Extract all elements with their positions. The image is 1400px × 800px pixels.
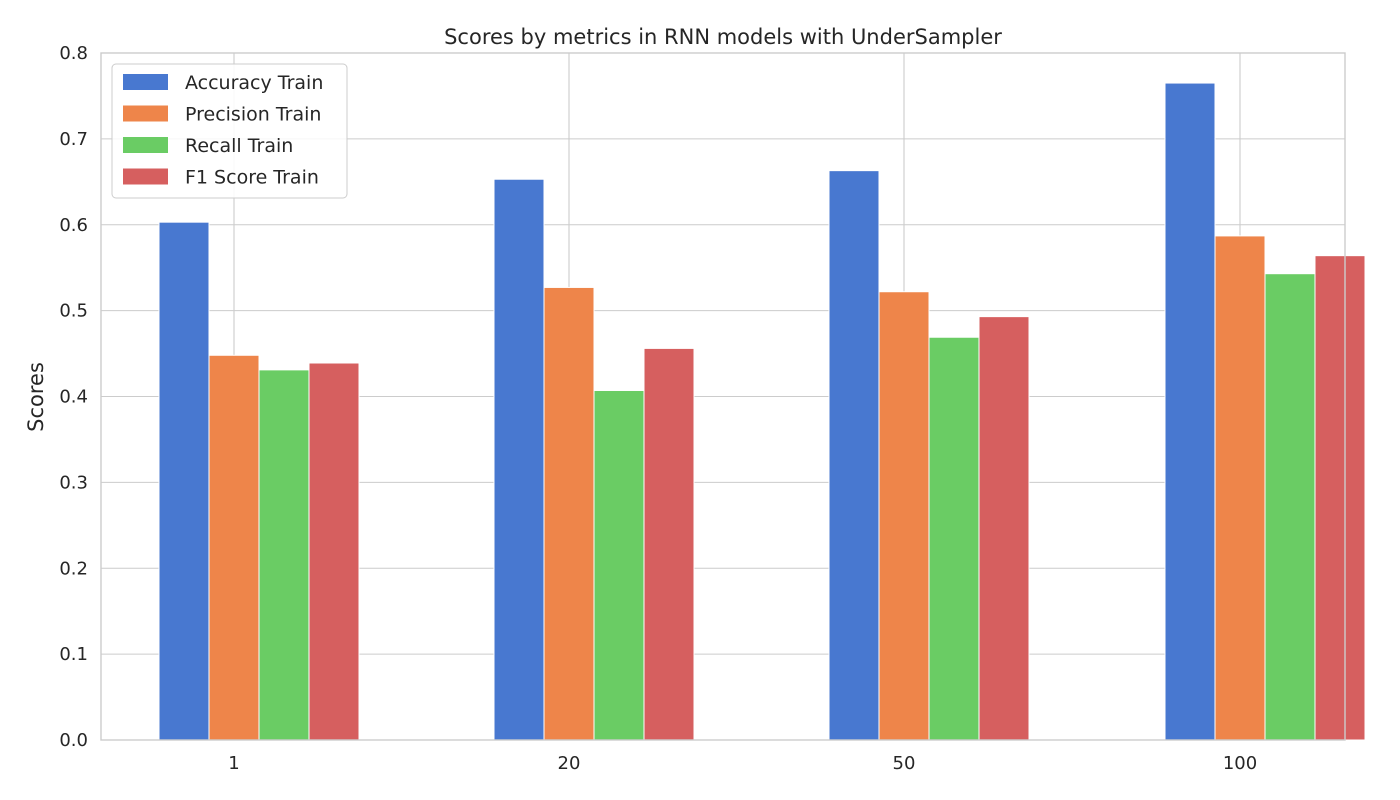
bar-recall-train-100	[1264, 273, 1316, 741]
bar-precision-train-100	[1214, 235, 1266, 741]
y-tick-label: 0.5	[59, 301, 88, 322]
y-tick-label: 0.6	[59, 215, 88, 236]
legend-swatch	[123, 105, 168, 122]
bar-f1-score-train-100	[1314, 255, 1366, 741]
axis-ticks: 0.0 0.1 0.2 0.3 0.4 0.5 0.6 0.7 0.8 1 20 50 100	[59, 43, 1257, 774]
legend-box	[111, 63, 348, 199]
y-tick-label: 0.0	[59, 730, 88, 751]
plot-frame	[100, 52, 1346, 741]
y-tick-label: 0.3	[59, 472, 88, 493]
legend-swatch	[123, 137, 168, 153]
bar-accuracy-train-100	[1164, 82, 1216, 741]
y-tick-label: 0.4	[59, 387, 88, 408]
y-tick-label: 0.1	[59, 644, 88, 665]
bar-f1-score-train-50	[978, 316, 1030, 741]
chart-title: Scores by metrics in RNN models with Und…	[444, 25, 1002, 49]
legend-label: Accuracy Train	[185, 72, 323, 94]
bar-precision-train-1	[208, 354, 260, 741]
bar-f1-score-train-20	[643, 347, 695, 741]
legend-label: F1 Score Train	[185, 167, 319, 189]
legend-swatch	[123, 168, 168, 185]
y-tick-label: 0.8	[59, 43, 88, 64]
bar-recall-train-50	[928, 336, 980, 741]
bar-precision-train-50	[878, 291, 930, 741]
bar-f1-score-train-1	[308, 362, 360, 741]
bar-recall-train-20	[593, 389, 645, 741]
x-tick-label: 50	[893, 753, 916, 774]
x-tick-label: 1	[228, 753, 239, 774]
legend-swatch	[123, 74, 168, 90]
y-tick-label: 0.7	[59, 129, 88, 150]
bar-precision-train-20	[543, 286, 595, 741]
legend-label: Recall Train	[185, 135, 293, 157]
legend-label: Precision Train	[185, 104, 321, 126]
bar-accuracy-train-50	[828, 170, 880, 741]
bar-recall-train-1	[258, 369, 310, 741]
y-tick-label: 0.2	[59, 558, 88, 579]
x-tick-label: 100	[1223, 753, 1257, 774]
legend: Accuracy Train Precision Train Recall Trai…	[111, 63, 348, 199]
bars	[158, 82, 1366, 741]
y-axis-label: Scores	[24, 362, 48, 432]
bar-accuracy-train-20	[493, 178, 545, 741]
bar-accuracy-train-1	[158, 221, 210, 741]
x-tick-label: 20	[558, 753, 581, 774]
